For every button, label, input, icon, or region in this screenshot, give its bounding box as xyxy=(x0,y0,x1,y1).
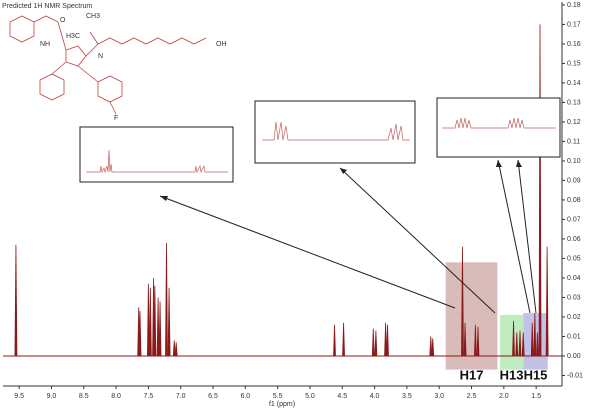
x-axis-title: f1 (ppm) xyxy=(269,401,295,408)
y-tick-label: 0.14 xyxy=(567,80,581,87)
y-tick-label: 0.13 xyxy=(567,99,581,106)
y-tick-label: 0.02 xyxy=(567,314,581,321)
peak xyxy=(153,285,157,356)
peak xyxy=(14,244,18,356)
y-tick-label: 0.07 xyxy=(567,216,581,223)
x-tick-label: 9.0 xyxy=(47,393,57,400)
y-tick-label: 0.00 xyxy=(567,353,581,360)
x-tick-label: 4.0 xyxy=(370,393,380,400)
y-tick-label: 0.04 xyxy=(567,275,581,282)
x-tick-label: 7.5 xyxy=(144,393,154,400)
peak xyxy=(165,242,168,356)
y-tick-label: 0.15 xyxy=(567,60,581,67)
x-tick-label: 9.5 xyxy=(14,393,24,400)
x-tick-label: 4.5 xyxy=(337,393,347,400)
chart-title: Predicted 1H NMR Spectrum xyxy=(2,3,92,10)
region-label: H15 xyxy=(524,367,548,382)
peak xyxy=(518,330,522,356)
atom-label: OH xyxy=(216,41,227,48)
y-tick-label: 0.11 xyxy=(567,138,580,145)
x-tick-label: 1.5 xyxy=(531,393,541,400)
y-tick-label: 0.09 xyxy=(567,177,581,184)
arrows xyxy=(159,159,537,314)
peak xyxy=(476,326,480,356)
peak xyxy=(138,311,142,356)
peak xyxy=(545,246,549,356)
peak xyxy=(342,322,345,356)
x-tick-label: 8.0 xyxy=(111,393,121,400)
peak xyxy=(386,324,389,356)
peak xyxy=(384,322,387,356)
peak xyxy=(512,320,515,356)
peak xyxy=(156,297,160,356)
region xyxy=(445,262,498,370)
peak xyxy=(515,332,519,356)
insets xyxy=(79,97,561,183)
y-tick-label: -0.01 xyxy=(567,372,583,379)
peak xyxy=(474,324,477,356)
peak xyxy=(431,338,435,356)
region-label: H13 xyxy=(500,367,524,382)
peak xyxy=(167,287,171,356)
peak xyxy=(333,324,336,356)
y-tick-label: 0.06 xyxy=(567,236,581,243)
peak xyxy=(530,322,534,356)
y-tick-label: 0.05 xyxy=(567,255,581,262)
y-tick-label: 0.17 xyxy=(567,21,581,28)
x-tick-label: 6.0 xyxy=(240,393,250,400)
peak xyxy=(374,330,378,356)
atom-label: CH3 xyxy=(86,13,100,20)
y-tick-label: 0.10 xyxy=(567,158,581,165)
x-tick-label: 6.5 xyxy=(208,393,218,400)
y-tick-label: 0.16 xyxy=(567,41,581,48)
x-tick-label: 3.0 xyxy=(434,393,444,400)
x-tick-label: 5.5 xyxy=(273,393,283,400)
region-label: H17 xyxy=(460,367,484,382)
atom-label: H3C xyxy=(66,33,80,40)
atom-label: O xyxy=(60,17,66,24)
x-tick-label: 7.0 xyxy=(176,393,186,400)
y-tick-label: 0.18 xyxy=(567,2,581,9)
y-tick-label: 0.01 xyxy=(567,333,581,340)
atom-label: F xyxy=(114,115,118,122)
molecule xyxy=(9,15,207,115)
atom-label: NH xyxy=(40,41,50,48)
peak xyxy=(158,301,162,356)
peak xyxy=(538,24,542,356)
y-tick-label: 0.08 xyxy=(567,197,581,204)
x-tick-label: 2.5 xyxy=(467,393,477,400)
y-tick-label: 0.12 xyxy=(567,119,581,126)
x-tick-label: 2.0 xyxy=(499,393,509,400)
peak xyxy=(463,322,467,356)
peak xyxy=(147,283,150,356)
peak xyxy=(536,332,539,356)
peak xyxy=(533,313,537,356)
peak xyxy=(521,332,525,356)
x-tick-label: 3.5 xyxy=(402,393,412,400)
x-tick-label: 8.5 xyxy=(79,393,89,400)
atom-label: N xyxy=(98,53,103,60)
peak xyxy=(461,246,464,356)
peak xyxy=(148,287,152,356)
y-tick-label: 0.03 xyxy=(567,294,581,301)
peak xyxy=(429,336,433,356)
peak xyxy=(371,328,375,356)
peak xyxy=(172,340,176,356)
x-tick-label: 5.0 xyxy=(305,393,315,400)
peak xyxy=(174,342,178,356)
